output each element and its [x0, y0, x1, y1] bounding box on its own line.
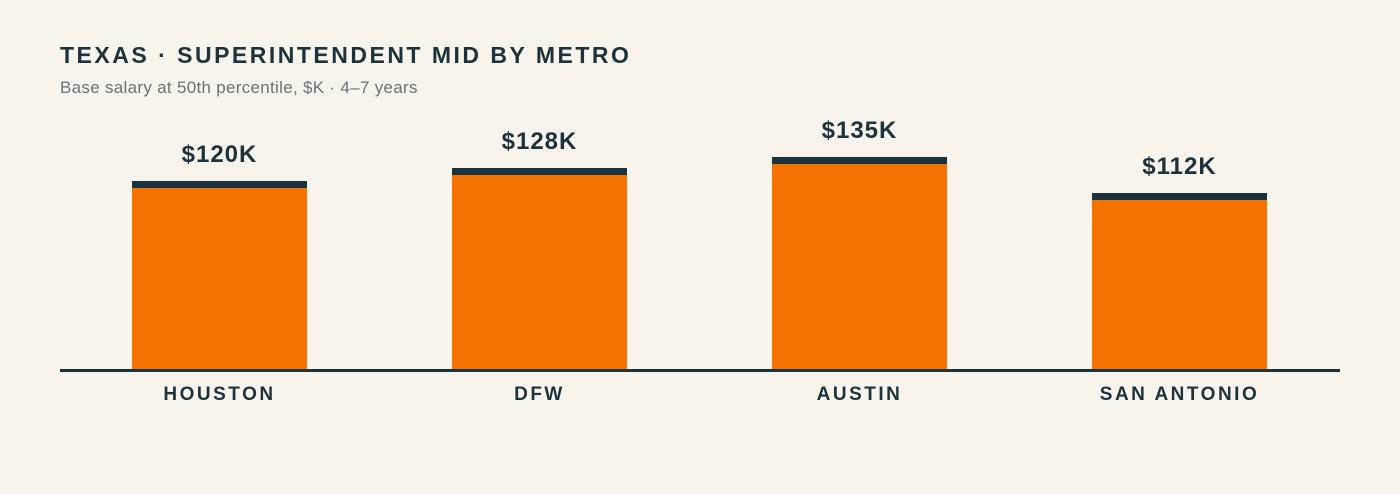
value-label: $112K — [1142, 153, 1217, 180]
value-label: $120K — [181, 141, 258, 168]
value-label: $128K — [501, 128, 578, 155]
bar — [1092, 193, 1267, 369]
value-label: $135K — [821, 117, 898, 144]
bar-group-dfw: $128K DFW — [452, 128, 627, 405]
category-label: DFW — [514, 384, 565, 405]
bar-group-austin: $135K AUSTIN — [772, 117, 947, 405]
bar — [452, 168, 627, 369]
chart-title: TEXAS · SUPERINTENDENT MID BY METRO — [60, 42, 632, 68]
bar — [132, 181, 307, 369]
x-axis-line — [60, 369, 1340, 372]
bar-group-houston: $120K HOUSTON — [132, 141, 307, 405]
bar-group-san-antonio: $112K SAN ANTONIO — [1092, 153, 1267, 405]
chart-subtitle: Base salary at 50th percentile, $K · 4–7… — [60, 78, 418, 97]
category-label: HOUSTON — [163, 384, 276, 405]
category-label: AUSTIN — [816, 384, 903, 405]
bar — [772, 157, 947, 369]
category-label: SAN ANTONIO — [1099, 384, 1260, 405]
